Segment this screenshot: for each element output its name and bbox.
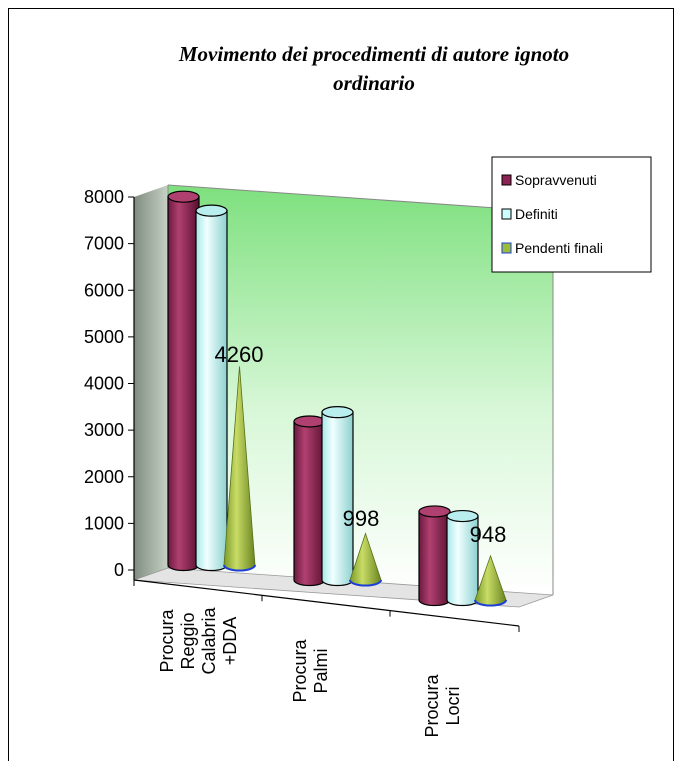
legend-item-definiti-label: Definiti [515, 206, 558, 222]
legend-item-pendenti-finali: Pendenti finali [501, 240, 603, 256]
category-label-line: Palmi [311, 648, 331, 693]
bar-pendenti-finali-3 [474, 554, 507, 607]
bar-definiti-2 [321, 406, 354, 587]
category-label-line: Procura [422, 674, 442, 738]
frame-border-top [8, 8, 674, 9]
bar-pendenti-finali-1-base-rim [223, 564, 256, 572]
bars [167, 190, 507, 607]
legend-item-definiti: Definiti [501, 206, 558, 222]
y-tick-label: 4000 [84, 374, 124, 394]
bar-pendenti-finali-2 [349, 532, 382, 587]
bar-sopravvenuti-3 [418, 505, 451, 607]
data-labels: 4260 998 948 [215, 342, 507, 547]
data-label-3: 948 [470, 522, 507, 547]
bar-definiti-1-body [195, 210, 228, 572]
frame-border-right [673, 8, 674, 761]
category-label-2: Procura Palmi [290, 639, 331, 703]
y-axis-ticks: 0 1000 2000 3000 4000 5000 6000 7000 8000 [84, 187, 134, 580]
y-tick-label: 0 [114, 560, 124, 580]
legend-item-sopravvenuti-swatch [501, 174, 512, 186]
y-tick-label: 2000 [84, 467, 124, 487]
bar-sopravvenuti-1 [167, 190, 200, 572]
y-tick-label: 1000 [84, 513, 124, 533]
category-label-line: Calabria [199, 607, 219, 675]
bar-sopravvenuti-1-body [167, 196, 200, 572]
category-labels: Procura Reggio Calabria +DDA Procura PalmiPro… [157, 607, 463, 738]
category-label-line: Reggio [178, 612, 198, 669]
bar-definiti-1-top [195, 204, 228, 217]
y-tick-label: 3000 [84, 420, 124, 440]
category-label-3: Procura Locri [422, 674, 463, 738]
legend-box [491, 156, 652, 273]
bar-pendenti-finali-3-base-rim [474, 599, 507, 607]
legend-item-sopravvenuti: Sopravvenuti [501, 172, 597, 188]
x-axis-ticks [133, 580, 520, 632]
bar-sopravvenuti-3-body [418, 510, 451, 607]
chart-title: Movimento dei procedimenti di autore ign… [178, 42, 569, 95]
legend: Sopravvenuti Definiti Pendenti finali [491, 156, 652, 273]
data-label-2: 998 [343, 506, 380, 531]
bar-definiti-3-top [446, 509, 479, 523]
bar-definiti-1 [195, 204, 228, 572]
chart-title-line-1: Movimento dei procedimenti di autore ign… [178, 42, 569, 66]
y-tick-label: 5000 [84, 327, 124, 347]
bar-sopravvenuti-2-body [293, 420, 326, 587]
legend-item-pendenti-finali-swatch [501, 242, 512, 254]
category-label-line: Procura [157, 609, 177, 673]
category-label-line: Procura [290, 639, 310, 703]
bar-definiti-2-top [321, 406, 354, 419]
axes [133, 197, 520, 627]
x-axis-line [133, 579, 520, 627]
data-label-1: 4260 [215, 342, 264, 367]
legend-item-pendenti-finali-label: Pendenti finali [515, 240, 603, 256]
y-tick-label: 7000 [84, 234, 124, 254]
bar-pendenti-finali-1 [223, 366, 256, 572]
bar-sopravvenuti-1-top [167, 190, 200, 203]
frame-border-left [8, 8, 9, 761]
category-label-line: +DDA [220, 617, 240, 666]
bar-definiti-2-body [321, 411, 354, 587]
back-wall [168, 185, 553, 595]
y-tick-label: 6000 [84, 280, 124, 300]
chart-title-line-2: ordinario [333, 71, 415, 95]
side-wall [134, 185, 168, 580]
bar-sopravvenuti-2-top [293, 415, 326, 428]
category-label-1: Procura Reggio Calabria +DDA [157, 607, 240, 675]
bar-sopravvenuti-2 [293, 415, 326, 587]
legend-item-sopravvenuti-label: Sopravvenuti [515, 172, 597, 188]
bar-pendenti-finali-2-base-rim [349, 579, 382, 587]
legend-item-definiti-swatch [501, 208, 512, 220]
bar-sopravvenuti-3-top [418, 505, 451, 518]
y-tick-label: 8000 [84, 187, 124, 207]
category-label-line: Locri [443, 686, 463, 725]
